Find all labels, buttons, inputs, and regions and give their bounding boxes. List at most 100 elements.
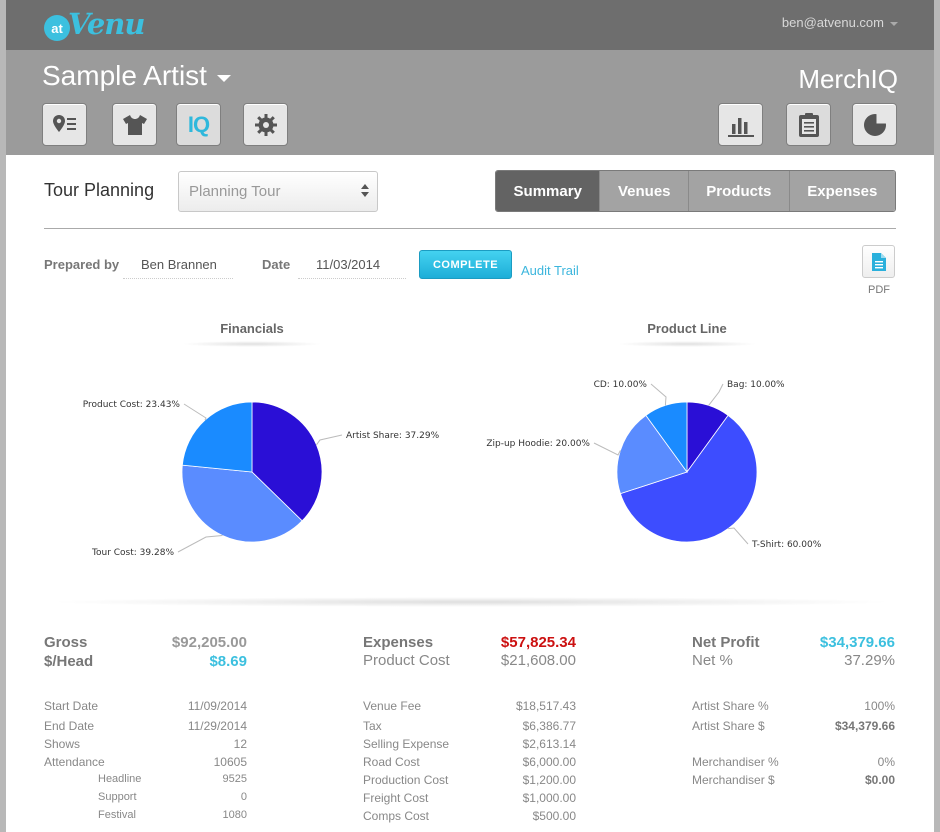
product-line-chart-title: Product Line (647, 321, 727, 336)
tour-detail-value: 12 (233, 737, 247, 751)
expenses-value: $57,825.34 (500, 634, 576, 651)
map-pin-list-icon (52, 114, 76, 132)
pie-leader-line (593, 442, 621, 456)
pie-slice[interactable] (181, 401, 253, 473)
net-percent-label: Net % (692, 652, 733, 669)
user-menu[interactable]: ben@atvenu.com (782, 15, 898, 30)
tour-detail-label: Festival (98, 809, 136, 821)
app-container: at Venu ben@atvenu.com Sample Artist Mer… (6, 0, 934, 832)
pie-slice-label: T-Shirt: 60.00% (751, 540, 822, 550)
pie-slice[interactable] (619, 414, 758, 543)
tour-detail-value: 0 (240, 791, 247, 803)
share-detail-value: 100% (864, 699, 895, 713)
chevron-down-icon (890, 22, 898, 26)
analytics-nav-button[interactable] (852, 103, 897, 146)
pie-leader-line (708, 383, 724, 406)
expense-detail-label: Production Cost (363, 773, 449, 787)
share-detail-label: Artist Share $ (692, 719, 765, 733)
pdf-button[interactable] (862, 245, 895, 278)
pie-leader-line (728, 527, 749, 545)
pie-charts: Artist Share: 37.29% Tour Cost: 39.28% Pro… (83, 380, 822, 558)
venues-nav-button[interactable] (42, 103, 87, 146)
logo[interactable]: at Venu (44, 7, 145, 41)
chevron-down-icon (216, 74, 231, 82)
tab-venues[interactable]: Venues (599, 171, 689, 211)
expense-detail-label: Venue Fee (363, 699, 422, 713)
gear-icon (254, 113, 277, 136)
expense-detail-value: $18,517.43 (515, 699, 576, 713)
pie-slice-label: CD: 10.00% (594, 380, 648, 390)
tour-detail-label: Support (98, 791, 137, 803)
prepared-by-field[interactable]: Ben Brannen (123, 252, 233, 279)
artist-selector[interactable]: Sample Artist (42, 60, 231, 92)
net-profit-label: Net Profit (692, 634, 760, 651)
expense-detail-value: $500.00 (532, 809, 576, 823)
chart-title-shadow (182, 341, 322, 347)
expense-detail-label: Freight Cost (363, 791, 429, 805)
pie-slice[interactable] (251, 401, 323, 522)
expense-detail-label: Comps Cost (363, 809, 430, 823)
product-cost-label: Product Cost (363, 652, 450, 669)
share-detail-label: Merchandiser % (692, 755, 779, 769)
iq-icon: IQ (187, 111, 210, 137)
complete-button[interactable]: COMPLETE (419, 250, 512, 279)
prepared-by-label: Prepared by (44, 257, 120, 272)
financials-chart-title: Financials (220, 321, 284, 336)
audit-trail-link[interactable]: Audit Trail (521, 263, 579, 278)
tour-detail-label: End Date (44, 719, 95, 733)
product-cost-value: $21,608.00 (500, 652, 576, 669)
pie-slice[interactable] (645, 401, 688, 474)
settings-nav-button[interactable] (243, 103, 288, 146)
tour-detail-label: Start Date (44, 699, 99, 713)
date-field[interactable]: 11/03/2014 (298, 252, 406, 279)
user-email: ben@atvenu.com (781, 15, 884, 30)
planning-nav-button[interactable] (786, 103, 831, 146)
tour-detail-label: Shows (44, 737, 81, 751)
reports-nav-button[interactable] (718, 103, 763, 146)
expenses-label: Expenses (363, 634, 434, 651)
merchiq-nav-button[interactable]: IQ (176, 103, 221, 146)
share-detail-label: Merchandiser $ (692, 773, 775, 787)
date-label: Date (262, 257, 291, 272)
share-detail-label: Artist Share % (692, 699, 769, 713)
per-head-label: $/Head (44, 653, 94, 670)
tour-detail-value: 11/09/2014 (187, 699, 247, 713)
tour-select[interactable]: Planning Tour (178, 171, 378, 212)
tab-expenses[interactable]: Expenses (788, 171, 895, 211)
products-nav-button[interactable] (112, 103, 157, 146)
bar-chart-icon (727, 117, 754, 137)
tab-summary[interactable]: Summary (496, 171, 600, 211)
view-tabs: Summary Venues Products Expenses (495, 170, 896, 212)
pie-slice-label: Product Cost: 23.43% (83, 400, 181, 410)
expense-detail-value: $6,386.77 (522, 719, 576, 733)
expense-detail-label: Road Cost (363, 755, 420, 769)
pie-slice-label: Bag: 10.00% (727, 380, 785, 390)
divider (44, 228, 896, 229)
artist-header: Sample Artist MerchIQ IQ (6, 50, 934, 155)
page-title: Tour Planning (44, 180, 155, 200)
pie-slice-label: Artist Share: 37.29% (346, 431, 440, 441)
pie-slice-label: Zip-up Hoodie: 20.00% (486, 439, 590, 449)
chart-title-shadow (617, 341, 757, 347)
top-bar: at Venu ben@atvenu.com (6, 0, 934, 50)
pie-slice[interactable] (181, 464, 303, 543)
tab-products[interactable]: Products (688, 171, 789, 211)
pie-leader-line (316, 434, 343, 446)
share-detail-value: $0.00 (864, 773, 895, 787)
net-percent-value: 37.29% (844, 652, 895, 669)
expense-detail-value: $1,000.00 (522, 791, 576, 805)
pie-leader-line (183, 403, 207, 421)
clipboard-icon (798, 112, 819, 137)
logo-wordmark: Venu (68, 7, 145, 41)
expense-detail-label: Selling Expense (363, 737, 450, 751)
gross-value: $92,205.00 (171, 634, 247, 651)
expense-detail-label: Tax (363, 719, 382, 733)
expense-detail-value: $6,000.00 (522, 755, 576, 769)
tour-detail-value: 1080 (222, 809, 247, 821)
tour-detail-label: Attendance (44, 755, 105, 769)
share-detail-value: $34,379.66 (834, 719, 895, 733)
pie-slice[interactable] (616, 414, 688, 495)
expense-detail-value: $2,613.14 (522, 737, 576, 751)
share-detail-value: 0% (877, 755, 895, 769)
expense-detail-value: $1,200.00 (522, 773, 576, 787)
